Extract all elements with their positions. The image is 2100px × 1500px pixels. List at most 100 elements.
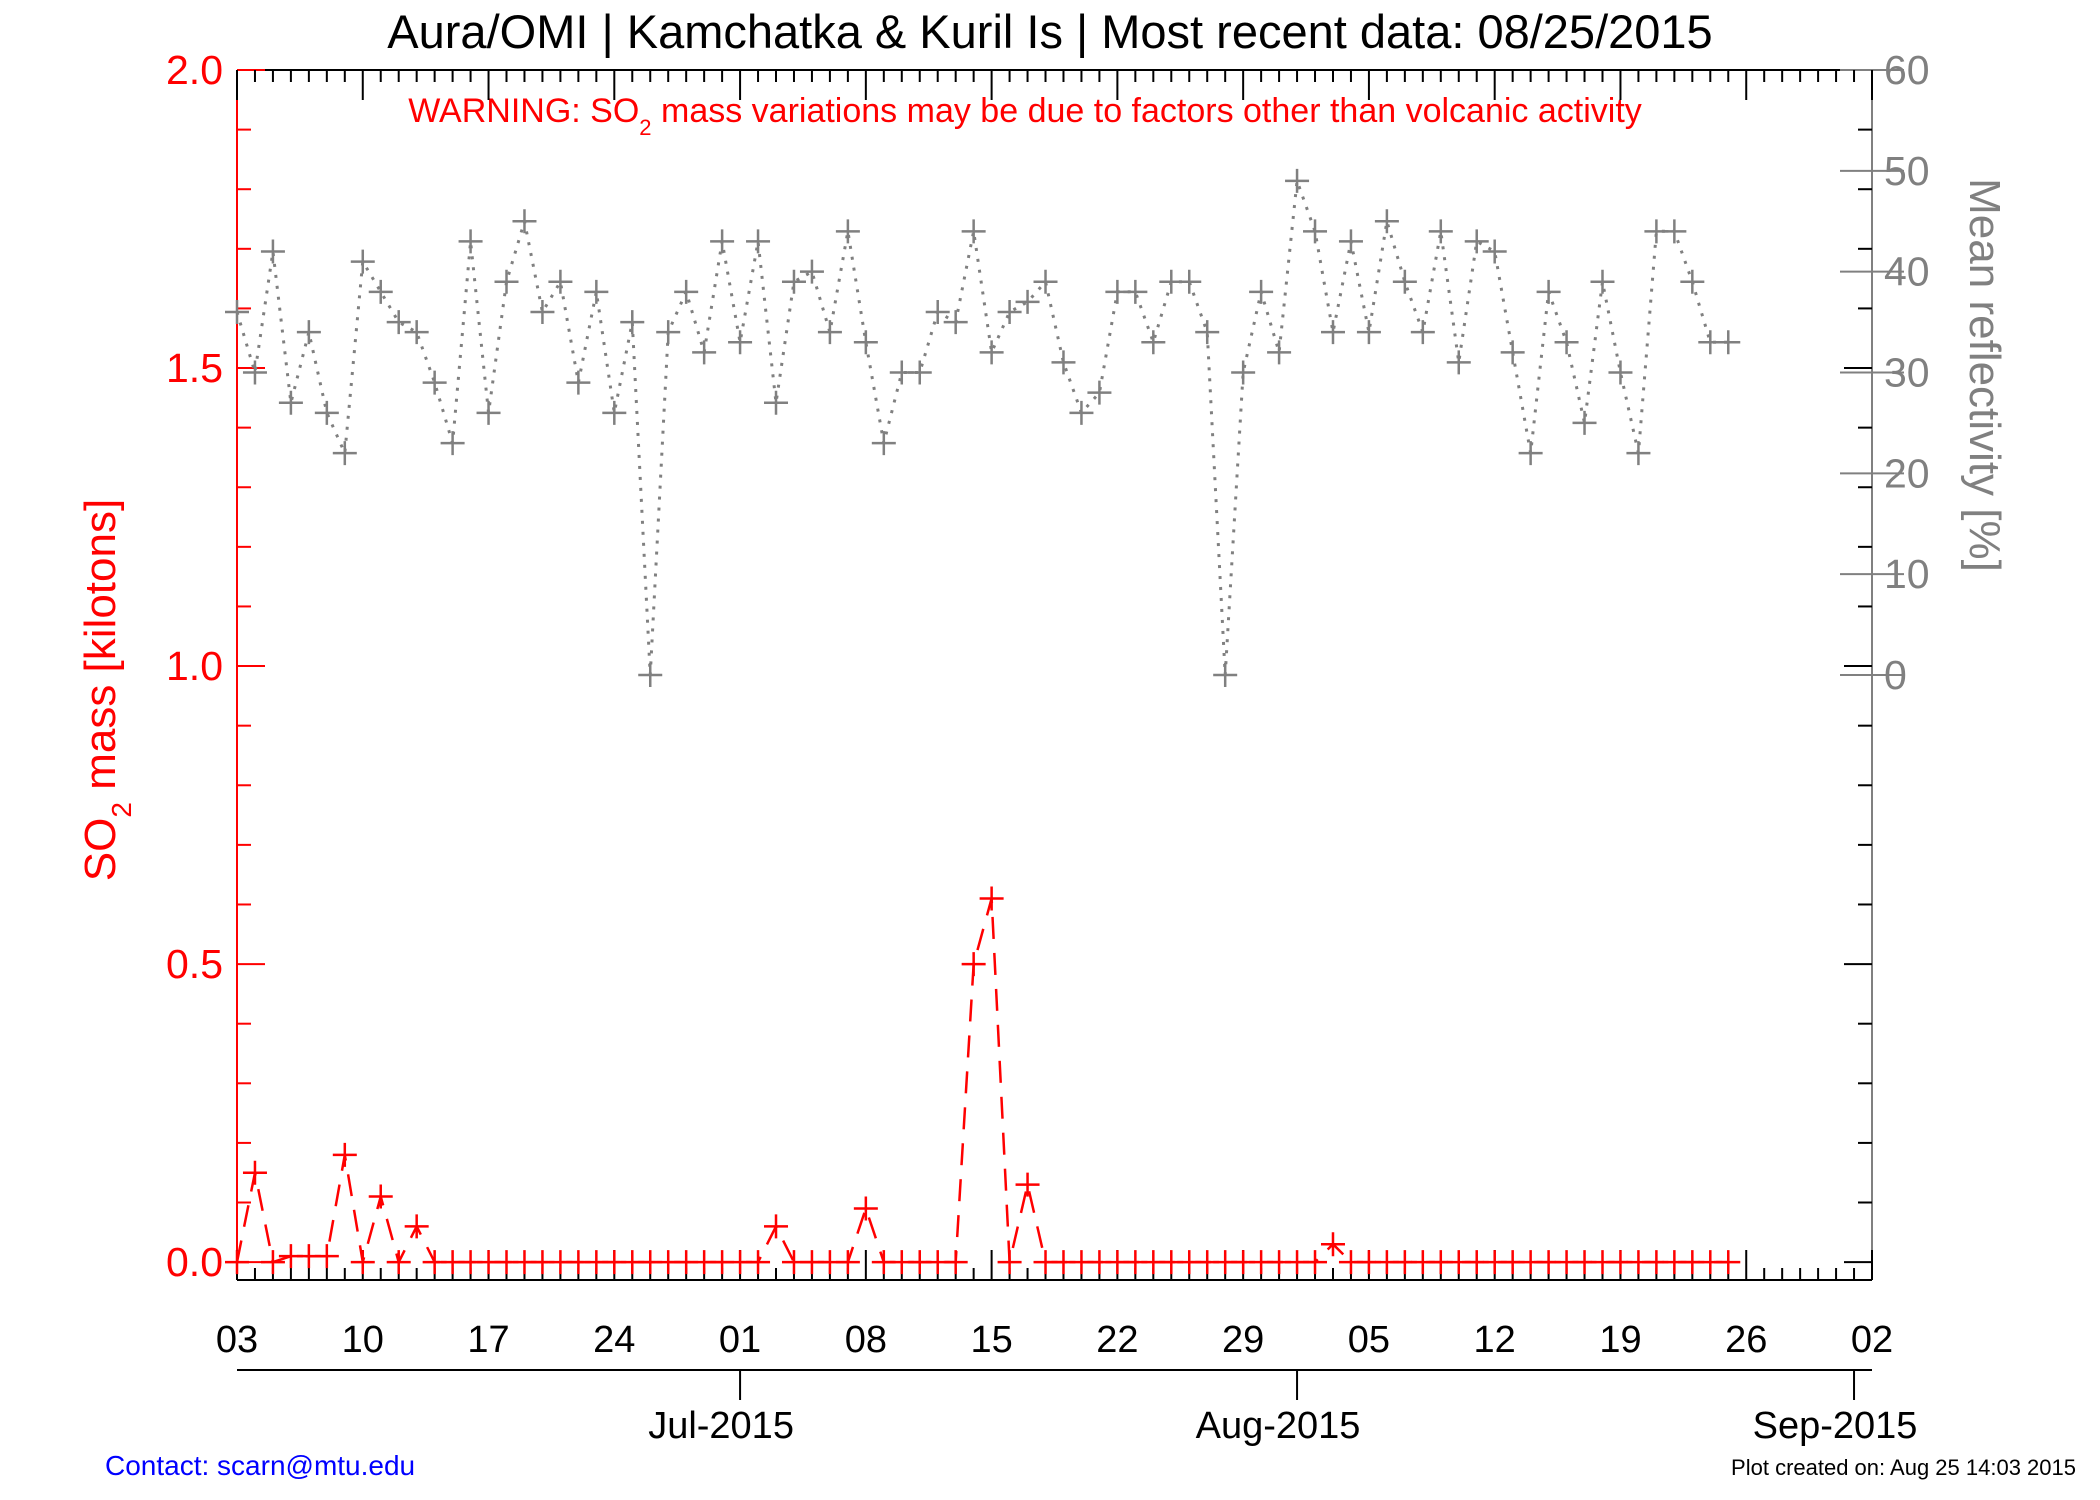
data-point bbox=[1662, 219, 1687, 244]
x-tick-label: 12 bbox=[1474, 1319, 1516, 1361]
data-point bbox=[638, 663, 663, 687]
month-label: Aug-2015 bbox=[1196, 1405, 1361, 1447]
warning-prefix: WARNING: SO bbox=[408, 92, 639, 130]
data-point bbox=[1015, 289, 1040, 314]
data-point bbox=[620, 310, 645, 335]
data-point bbox=[764, 390, 789, 415]
data-point bbox=[1141, 330, 1166, 355]
data-point bbox=[1015, 1172, 1040, 1197]
right-axis-ticks: 0 10 20 30 40 50 60 bbox=[1840, 47, 1930, 698]
data-point bbox=[1572, 410, 1597, 435]
data-point bbox=[1338, 229, 1363, 254]
contact-text: Contact: scarn@mtu.edu bbox=[105, 1450, 415, 1481]
x-tick-label: 08 bbox=[845, 1319, 887, 1361]
x-tick-label: 17 bbox=[467, 1319, 509, 1361]
data-point bbox=[225, 1250, 249, 1275]
data-point bbox=[1392, 269, 1417, 294]
data-point bbox=[440, 431, 465, 456]
right-tick-label: 20 bbox=[1884, 450, 1930, 496]
data-point bbox=[404, 1214, 429, 1239]
data-point bbox=[764, 1214, 789, 1239]
data-point bbox=[1680, 269, 1705, 294]
data-point bbox=[1069, 400, 1094, 425]
left-tick-label: 2.0 bbox=[166, 47, 223, 93]
x-tick-label: 01 bbox=[719, 1319, 761, 1361]
data-point bbox=[853, 1196, 878, 1221]
data-point bbox=[1267, 340, 1292, 365]
left-axis-label: SO2 mass [kilotons] bbox=[76, 499, 137, 881]
left-tick-label: 0.0 bbox=[166, 1239, 223, 1285]
data-point bbox=[799, 259, 824, 284]
data-point bbox=[1410, 320, 1435, 345]
plot-created-text: Plot created on: Aug 25 14:03 2015 bbox=[1731, 1455, 2076, 1480]
data-point bbox=[728, 330, 753, 355]
data-point bbox=[961, 952, 986, 977]
data-point bbox=[1518, 441, 1543, 466]
data-point bbox=[368, 1184, 393, 1209]
month-label: Jul-2015 bbox=[648, 1405, 794, 1447]
x-tick-label: 26 bbox=[1725, 1319, 1767, 1361]
data-point bbox=[332, 441, 357, 466]
data-point bbox=[710, 229, 735, 254]
data-point bbox=[422, 370, 447, 395]
data-point bbox=[530, 300, 555, 324]
series-line bbox=[235, 898, 1729, 1266]
data-point bbox=[386, 310, 411, 335]
data-point bbox=[656, 320, 681, 345]
data-point bbox=[314, 400, 339, 425]
data-point bbox=[1195, 320, 1220, 345]
data-point bbox=[1320, 320, 1345, 345]
data-point bbox=[296, 320, 321, 345]
left-tick-label: 0.5 bbox=[166, 941, 223, 987]
data-point bbox=[746, 1250, 771, 1275]
right-tick-label: 0 bbox=[1884, 652, 1907, 698]
right-tick-label: 10 bbox=[1884, 551, 1930, 597]
warning-suffix: mass variations may be due to factors ot… bbox=[652, 92, 1642, 130]
data-point bbox=[350, 1250, 375, 1275]
left-tick-label: 1.0 bbox=[166, 643, 223, 689]
data-point bbox=[566, 370, 591, 395]
data-point bbox=[943, 310, 968, 335]
data-point bbox=[260, 239, 285, 264]
right-tick-label: 40 bbox=[1884, 249, 1930, 295]
data-point bbox=[458, 229, 483, 254]
data-point bbox=[997, 300, 1022, 324]
data-point bbox=[584, 279, 609, 304]
data-point bbox=[1087, 380, 1112, 405]
data-point bbox=[1320, 1232, 1345, 1257]
series-line bbox=[235, 180, 1729, 676]
data-point bbox=[1626, 441, 1651, 466]
data-point bbox=[1303, 1250, 1328, 1275]
data-point bbox=[1428, 219, 1453, 244]
warning-subscript: 2 bbox=[639, 115, 651, 140]
data-point bbox=[386, 1250, 411, 1275]
data-point bbox=[1177, 269, 1202, 294]
data-point bbox=[602, 400, 627, 425]
right-tick-label: 60 bbox=[1884, 47, 1930, 93]
data-point bbox=[1123, 279, 1148, 304]
data-point bbox=[979, 886, 1004, 911]
x-tick-label: 29 bbox=[1222, 1319, 1264, 1361]
data-point bbox=[1590, 269, 1615, 294]
x-tick-label: 02 bbox=[1851, 1319, 1893, 1361]
data-point bbox=[1446, 350, 1471, 375]
x-tick-label: 22 bbox=[1096, 1319, 1138, 1361]
x-tick-label: 19 bbox=[1599, 1319, 1641, 1361]
data-point bbox=[979, 340, 1004, 365]
data-point bbox=[1500, 340, 1525, 365]
data-point bbox=[1285, 168, 1310, 193]
left-axis-ticks: 0.0 0.5 1.0 1.5 2.0 bbox=[166, 47, 1872, 1285]
data-point bbox=[332, 1142, 357, 1167]
data-point bbox=[242, 360, 267, 385]
data-point bbox=[746, 229, 771, 254]
data-point bbox=[943, 1250, 968, 1275]
x-tick-label: 24 bbox=[593, 1319, 635, 1361]
data-point bbox=[907, 360, 932, 385]
data-point bbox=[1716, 330, 1741, 355]
data-point bbox=[835, 219, 860, 244]
left-tick-label: 1.5 bbox=[166, 345, 223, 391]
x-tick-label: 15 bbox=[970, 1319, 1012, 1361]
data-point bbox=[1356, 320, 1381, 345]
data-point bbox=[853, 330, 878, 355]
